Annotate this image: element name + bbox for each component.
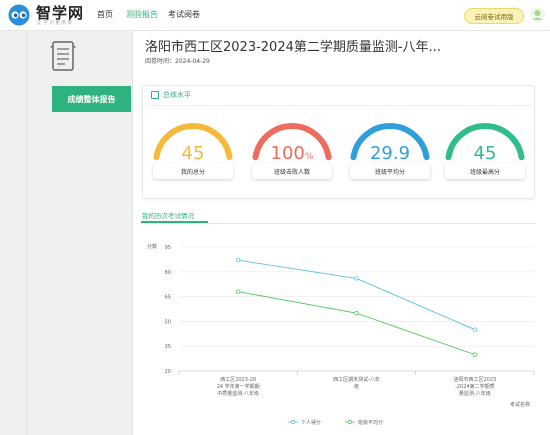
gauge-arc bbox=[350, 123, 430, 161]
nav-exam-marking[interactable]: 考试阅卷 bbox=[168, 10, 200, 19]
gauge-2: 100% bbox=[252, 123, 332, 164]
divider bbox=[146, 105, 532, 106]
y-tick-label: 80 bbox=[165, 270, 171, 276]
x-tick-label: 西工区2023-20 24 学年第一学期期中质量监测-八年级 bbox=[217, 377, 260, 397]
marking-date: 阅卷时间：2024-04-29 bbox=[145, 58, 210, 65]
square-icon bbox=[151, 91, 159, 99]
series-line-2 bbox=[238, 291, 475, 356]
data-point bbox=[235, 258, 241, 263]
gauge-4: 45 bbox=[445, 123, 525, 164]
gauge-value: 45 bbox=[474, 143, 497, 164]
gauge-value: 100% bbox=[271, 143, 314, 164]
gauge-3: 29.9 bbox=[350, 123, 430, 164]
avatar[interactable] bbox=[530, 7, 545, 22]
y-tick-label: 20 bbox=[165, 369, 171, 375]
y-tick-label: 50 bbox=[165, 319, 171, 325]
page-title: 洛阳市西工区2023-2024第二学期质量监测-八年... bbox=[145, 40, 441, 55]
gauge-arc bbox=[153, 123, 233, 161]
y-axis-label: 分数 bbox=[147, 243, 157, 250]
tab-active-indicator bbox=[141, 221, 208, 223]
cloud-marking-trial-button[interactable]: 云阅卷试用版 bbox=[464, 8, 524, 24]
overall-level-card bbox=[142, 85, 535, 199]
history-line-chart: 分数 20 35 50 65 80 95 西工区2023-20 24 学年第一学期期中质量监测-… bbox=[147, 243, 535, 426]
x-tick-label: 洛阳市西工区2023 -2024第二学期质量监测-八年级 bbox=[453, 376, 496, 397]
report-document-icon bbox=[50, 41, 76, 71]
gauge-value: 45 bbox=[182, 143, 205, 164]
gauge-label: 班级击败人数 bbox=[252, 163, 332, 179]
gauge-label: 班级最高分 bbox=[445, 163, 525, 179]
sidebar-item-overall-report[interactable]: 成绩整体报告 bbox=[52, 86, 131, 112]
data-point bbox=[354, 310, 359, 316]
legend-label: 个人得分 bbox=[301, 419, 321, 426]
overall-level-heading: 总体水平 bbox=[151, 90, 191, 100]
top-bar: 智学网 让学习更简单 首页 测验报告 考试阅卷 云阅卷试用版 bbox=[0, 0, 550, 31]
legend-marker bbox=[291, 420, 295, 424]
gauge-1: 45 bbox=[153, 123, 233, 164]
y-tick-label: 35 bbox=[165, 344, 171, 350]
data-point bbox=[354, 276, 359, 281]
series-line-1 bbox=[238, 259, 476, 331]
legend-marker bbox=[348, 420, 352, 424]
divider bbox=[141, 223, 536, 224]
gauge-arc bbox=[445, 123, 525, 161]
gauge-arc bbox=[252, 123, 332, 161]
data-point bbox=[472, 327, 478, 332]
brand-name: 智学网 bbox=[36, 4, 85, 22]
y-tick-label: 65 bbox=[165, 295, 171, 301]
y-tick-label: 95 bbox=[165, 245, 171, 251]
x-tick-label: 西工区期末测试-八年级 bbox=[333, 376, 380, 390]
gauge-label: 我的总分 bbox=[153, 163, 233, 179]
overall-level-title: 总体水平 bbox=[163, 91, 191, 99]
tab-exam-history[interactable]: 我的历次考试情况 bbox=[142, 212, 194, 220]
data-point bbox=[472, 352, 478, 357]
logo-icon bbox=[8, 4, 30, 26]
legend-label: 班级平均分 bbox=[358, 419, 383, 426]
gauge-value: 29.9 bbox=[370, 143, 410, 164]
nav-test-report[interactable]: 测验报告 bbox=[126, 10, 158, 19]
nav-home[interactable]: 首页 bbox=[97, 10, 113, 19]
gauge-label: 班级平均分 bbox=[350, 163, 430, 179]
brand-slogan: 让学习更简单 bbox=[37, 21, 74, 26]
data-point bbox=[235, 289, 241, 294]
x-axis-label: 考试名称 bbox=[510, 401, 530, 408]
